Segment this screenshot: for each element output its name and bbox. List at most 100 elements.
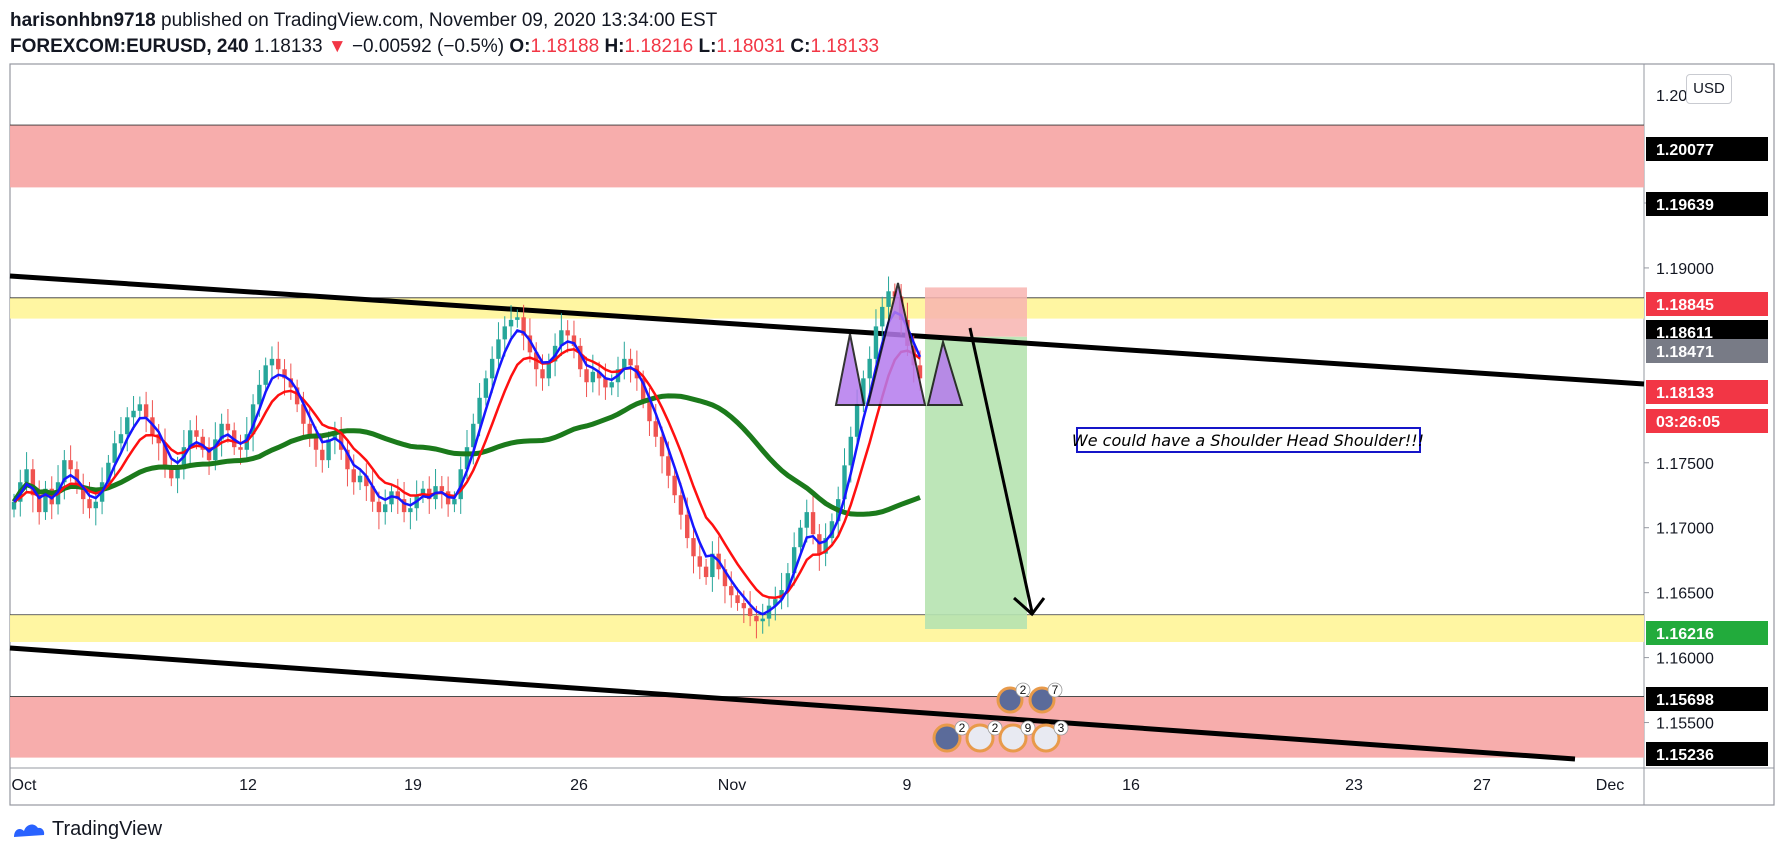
left-shoulder-triangle[interactable] [834,333,866,406]
candle-body [169,465,174,479]
candle-body [628,358,633,366]
candle-body [357,475,363,483]
tradingview-logo-icon[interactable] [12,819,46,841]
right-shoulder-triangle[interactable] [926,338,964,406]
us-event-icon[interactable] [998,723,1028,753]
candle-body [779,590,784,600]
us-event-icon[interactable] [965,723,995,753]
candle-body [395,491,400,500]
y-tick-label: 1.16500 [1656,586,1714,603]
candle-body [464,447,470,470]
trendlines-layer[interactable] [9,273,1645,762]
eu-event-icon[interactable] [996,686,1024,714]
candle-body [880,306,885,327]
candle-body [137,404,143,411]
event-count-badge [954,720,970,736]
currency-badge[interactable]: USD [1686,74,1732,104]
candle-body [345,449,350,470]
target-arrow[interactable] [968,327,1046,617]
eu-event-icon[interactable] [932,723,962,753]
upper-trendline[interactable] [9,273,1645,387]
x-tick-label: 26 [570,777,588,794]
event-count-badge [1020,720,1036,736]
price-label-box[interactable] [1646,409,1768,433]
arrow-head[interactable] [1013,596,1046,617]
resistance-zone [10,125,1644,188]
candle-body [326,439,331,461]
candle-body [483,378,489,398]
event-count: 7 [1052,683,1059,697]
candle-body [389,491,394,505]
head-triangle[interactable] [866,282,927,406]
candle-body [804,512,809,528]
time-axis[interactable]: Oct 12 19 26 Nov 9 16 23 27 Dec [12,777,1625,794]
candle-body [685,514,690,539]
fast-ema-line [13,310,922,616]
lower-trendline[interactable] [9,645,1576,762]
annotation-box[interactable] [1076,427,1421,453]
us-event-icon[interactable] [1031,723,1061,753]
candle-body [842,465,847,500]
candle-body [666,456,671,476]
candle-body [471,423,476,448]
candle-body [200,436,205,450]
ohlc-line: FOREXCOM:EURUSD, 240 1.18133 ▼ −0.00592 … [10,34,1770,60]
event-count: 3 [1058,721,1065,735]
candle-body [886,291,891,307]
price-label-box[interactable] [1646,380,1768,404]
candle-body [112,443,117,463]
price-label-box[interactable] [1646,621,1768,645]
candle-body [760,618,765,622]
price-label-box[interactable] [1646,339,1768,363]
price-label-box[interactable] [1646,137,1768,161]
candle-body [24,469,29,483]
candle-body [81,486,86,500]
candle-body [143,404,149,418]
head-shoulders-pattern[interactable] [834,282,964,406]
candle-body [521,317,526,336]
candle-body [238,447,243,450]
price-label-box[interactable] [1646,292,1768,316]
candle-body [93,501,98,509]
candle-body [370,486,375,502]
candle-body [578,345,583,370]
candle-body [917,365,923,379]
candle-body [791,547,797,574]
candle-body [647,400,652,422]
eu-event-icon[interactable] [1028,686,1056,714]
price-label-box[interactable] [1646,192,1768,216]
price-axis[interactable]: 1.195001.190001.175001.170001.165001.160… [1644,88,1768,766]
arrow-shaft[interactable] [968,327,1034,613]
close-label: C: [790,36,811,57]
candle-body [269,358,275,366]
footer: TradingView [12,818,162,841]
price-label-box[interactable] [1646,742,1768,766]
close-value: 1.18133 [810,36,880,57]
y-tick-label: 1.19000 [1656,261,1714,278]
candle-body [823,538,828,554]
candle-body [867,358,872,379]
candle-body [672,475,677,496]
candle-body [62,460,67,483]
x-tick-label: Dec [1596,777,1624,794]
x-tick-label: 9 [903,777,912,794]
candle-body [640,378,646,401]
brand-name[interactable]: TradingView [52,818,163,840]
x-tick-label: 16 [1122,777,1140,794]
economic-events[interactable]: 2 7 2 2 9 3 [932,682,1069,753]
candle-body [263,365,268,385]
author-name[interactable]: harisonhbn9718 [10,10,156,31]
price-label-text: 1.18845 [1656,297,1714,314]
price-label-box[interactable] [1646,687,1768,711]
candle-body [810,512,816,535]
candle-body [829,521,835,539]
chart-frame [9,63,1775,806]
x-tick-label: 12 [239,777,257,794]
candle-body [282,369,287,379]
candle-body [225,423,231,431]
text-annotation[interactable]: We could have a Shoulder Head Shoulder!!… [1072,427,1424,453]
candle-body [125,417,130,435]
candle-body [401,499,407,513]
stop-loss-area[interactable] [925,287,1027,337]
